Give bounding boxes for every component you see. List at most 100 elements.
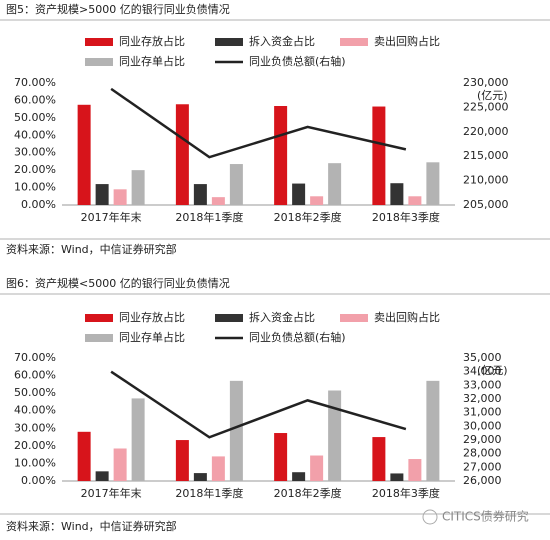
y-tick-label: 30.00% xyxy=(14,421,56,434)
line-series xyxy=(110,370,407,439)
y-tick-label: 0.00% xyxy=(21,474,56,487)
bar xyxy=(310,196,324,205)
y-tick-label: 60.00% xyxy=(14,93,56,106)
y2-tick-label: 205,000 xyxy=(463,198,509,211)
bar xyxy=(113,189,127,205)
y2-tick-label: 29,000 xyxy=(463,433,502,446)
bar xyxy=(372,437,386,481)
legend-swatch xyxy=(215,314,243,322)
bar xyxy=(95,471,109,481)
legend-swatch xyxy=(85,314,113,322)
line-series xyxy=(110,87,407,159)
y2-tick-label: 32,000 xyxy=(463,392,502,405)
bar xyxy=(426,162,440,205)
y-tick-label: 30.00% xyxy=(14,146,56,159)
bar xyxy=(426,380,440,481)
bar xyxy=(229,380,243,481)
bar xyxy=(292,183,306,205)
y2-tick-label: 210,000 xyxy=(463,174,509,187)
bar xyxy=(77,104,91,205)
x-tick-label: 2017年年末 xyxy=(81,210,142,224)
legend-label: 拆入资金占比 xyxy=(249,34,315,48)
bar xyxy=(372,106,386,205)
y-tick-label: 0.00% xyxy=(21,198,56,211)
y2-tick-label: 33,000 xyxy=(463,378,502,391)
x-tick-label: 2018年1季度 xyxy=(175,210,243,224)
bar xyxy=(292,472,306,481)
legend-swatch xyxy=(85,38,113,46)
source: 资料来源：Wind，中信证券研究部 xyxy=(6,242,177,256)
y2-tick-label: 30,000 xyxy=(463,419,502,432)
bar xyxy=(131,398,145,481)
bar xyxy=(211,197,225,205)
legend-label: 卖出回购占比 xyxy=(374,34,440,48)
y2-tick-label: 225,000 xyxy=(463,100,509,113)
x-tick-label: 2018年3季度 xyxy=(372,210,440,224)
bar xyxy=(274,106,288,205)
x-tick-label: 2017年年末 xyxy=(81,486,142,500)
caption: 图6：资产规模<5000 亿的银行同业负债情况 xyxy=(6,276,230,290)
watermark: CITICS债券研究 xyxy=(442,509,529,524)
x-tick-label: 2018年1季度 xyxy=(175,486,243,500)
y-tick-label: 10.00% xyxy=(14,181,56,194)
bar xyxy=(408,459,422,481)
legend-swatch xyxy=(340,38,368,46)
bar xyxy=(328,163,342,205)
y2-tick-label: 220,000 xyxy=(463,125,509,138)
legend-swatch xyxy=(85,58,113,66)
legend-label: 同业存放占比 xyxy=(119,310,185,324)
bar xyxy=(310,455,324,481)
y-tick-label: 20.00% xyxy=(14,439,56,452)
bar xyxy=(211,456,225,481)
source: 资料来源：Wind，中信证券研究部 xyxy=(6,519,177,533)
legend-swatch xyxy=(85,334,113,342)
y2-tick-label: 34,000 xyxy=(463,365,502,378)
x-tick-label: 2018年3季度 xyxy=(372,486,440,500)
bar xyxy=(175,440,189,481)
y-tick-label: 70.00% xyxy=(14,76,56,89)
y-tick-label: 10.00% xyxy=(14,456,56,469)
legend-label: 卖出回购占比 xyxy=(374,310,440,324)
y2-tick-label: 215,000 xyxy=(463,149,509,162)
y2-tick-label: 26,000 xyxy=(463,474,502,487)
x-tick-label: 2018年2季度 xyxy=(274,210,342,224)
bar xyxy=(274,433,288,481)
bar xyxy=(175,104,189,205)
y-tick-label: 70.00% xyxy=(14,351,56,364)
watermark-icon xyxy=(422,509,438,525)
bar xyxy=(77,431,91,481)
bar xyxy=(131,170,145,205)
legend-label: 同业负债总额(右轴) xyxy=(249,330,346,344)
y-tick-label: 40.00% xyxy=(14,128,56,141)
y-tick-label: 50.00% xyxy=(14,111,56,124)
legend-swatch xyxy=(215,38,243,46)
y-tick-label: 50.00% xyxy=(14,386,56,399)
y-tick-label: 20.00% xyxy=(14,163,56,176)
bar xyxy=(390,473,404,481)
y-tick-label: 40.00% xyxy=(14,404,56,417)
y2-tick-label: 35,000 xyxy=(463,351,502,364)
legend-label: 同业存放占比 xyxy=(119,34,185,48)
legend-label: 拆入资金占比 xyxy=(249,310,315,324)
legend-label: 同业负债总额(右轴) xyxy=(249,54,346,68)
bar xyxy=(390,183,404,205)
y2-axis-label: (亿元) xyxy=(477,364,508,377)
y2-tick-label: 230,000 xyxy=(463,76,509,89)
legend-swatch xyxy=(340,314,368,322)
caption: 图5：资产规模>5000 亿的银行同业负债情况 xyxy=(6,2,230,16)
bar xyxy=(113,448,127,481)
bar xyxy=(229,164,243,205)
bar xyxy=(408,196,422,205)
y2-tick-label: 27,000 xyxy=(463,460,502,473)
y2-tick-label: 28,000 xyxy=(463,447,502,460)
bar xyxy=(193,184,207,205)
bar xyxy=(95,184,109,205)
y2-tick-label: 31,000 xyxy=(463,406,502,419)
bar xyxy=(193,473,207,481)
bar xyxy=(328,390,342,481)
y2-axis-label: (亿元) xyxy=(477,89,508,102)
x-tick-label: 2018年2季度 xyxy=(274,486,342,500)
y-tick-label: 60.00% xyxy=(14,369,56,382)
